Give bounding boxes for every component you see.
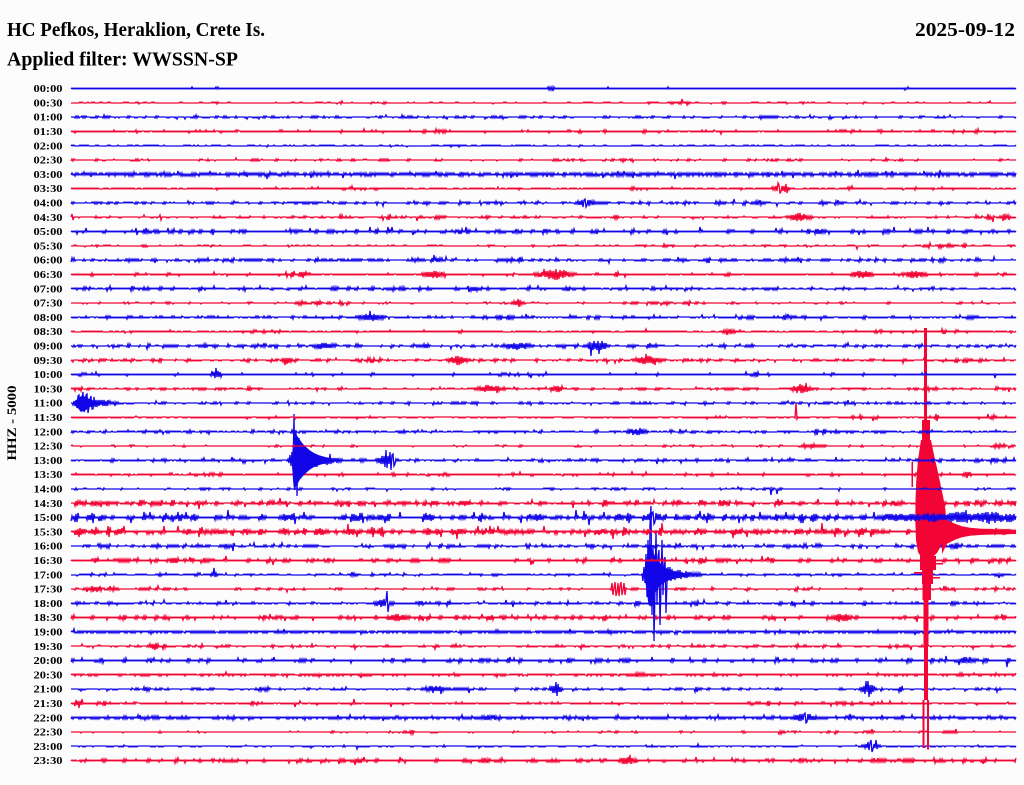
- svg-text:HC Pefkos, Heraklion, Crete Is: HC Pefkos, Heraklion, Crete Is.: [7, 19, 265, 41]
- svg-text:15:00: 15:00: [34, 513, 63, 524]
- svg-text:18:00: 18:00: [34, 599, 63, 610]
- svg-text:07:30: 07:30: [34, 299, 63, 310]
- svg-text:11:30: 11:30: [34, 413, 63, 424]
- svg-text:02:00: 02:00: [34, 141, 63, 152]
- svg-text:06:00: 06:00: [34, 256, 63, 267]
- svg-text:12:30: 12:30: [34, 442, 63, 453]
- svg-text:01:30: 01:30: [34, 127, 63, 138]
- svg-text:17:30: 17:30: [34, 585, 63, 596]
- svg-text:08:30: 08:30: [34, 327, 63, 338]
- svg-text:23:30: 23:30: [34, 756, 63, 767]
- svg-text:03:30: 03:30: [34, 184, 63, 195]
- svg-text:04:00: 04:00: [34, 199, 63, 210]
- svg-text:09:00: 09:00: [34, 342, 63, 353]
- svg-text:12:00: 12:00: [34, 427, 63, 438]
- svg-text:06:30: 06:30: [34, 270, 63, 281]
- svg-text:03:00: 03:00: [34, 170, 63, 181]
- svg-text:16:00: 16:00: [34, 542, 63, 553]
- svg-text:19:00: 19:00: [34, 628, 63, 639]
- svg-text:13:00: 13:00: [34, 456, 63, 467]
- svg-text:21:30: 21:30: [34, 699, 63, 710]
- svg-text:02:30: 02:30: [34, 156, 63, 167]
- svg-text:14:00: 14:00: [34, 485, 63, 496]
- svg-text:01:00: 01:00: [34, 113, 63, 124]
- svg-text:21:00: 21:00: [34, 685, 63, 696]
- svg-text:2025-09-12: 2025-09-12: [915, 19, 1015, 41]
- svg-text:20:00: 20:00: [34, 656, 63, 667]
- svg-text:HHZ - 5000: HHZ - 5000: [4, 386, 19, 461]
- svg-text:10:00: 10:00: [34, 370, 63, 381]
- svg-text:22:30: 22:30: [34, 728, 63, 739]
- svg-text:09:30: 09:30: [34, 356, 63, 367]
- svg-text:14:30: 14:30: [34, 499, 63, 510]
- svg-text:05:30: 05:30: [34, 241, 63, 252]
- svg-text:04:30: 04:30: [34, 213, 63, 224]
- svg-text:20:30: 20:30: [34, 670, 63, 681]
- svg-text:18:30: 18:30: [34, 613, 63, 624]
- svg-text:Applied filter: WWSSN-SP: Applied filter: WWSSN-SP: [7, 49, 238, 71]
- svg-text:17:00: 17:00: [34, 570, 63, 581]
- svg-text:10:30: 10:30: [34, 384, 63, 395]
- svg-text:13:30: 13:30: [34, 470, 63, 481]
- svg-text:19:30: 19:30: [34, 642, 63, 653]
- svg-text:15:30: 15:30: [34, 527, 63, 538]
- svg-text:08:00: 08:00: [34, 313, 63, 324]
- svg-text:05:00: 05:00: [34, 227, 63, 238]
- svg-text:22:00: 22:00: [34, 713, 63, 724]
- svg-text:16:30: 16:30: [34, 556, 63, 567]
- svg-text:07:00: 07:00: [34, 284, 63, 295]
- svg-text:23:00: 23:00: [34, 742, 63, 753]
- svg-text:00:30: 00:30: [34, 98, 63, 109]
- svg-text:11:00: 11:00: [34, 399, 63, 410]
- svg-text:00:00: 00:00: [34, 84, 63, 95]
